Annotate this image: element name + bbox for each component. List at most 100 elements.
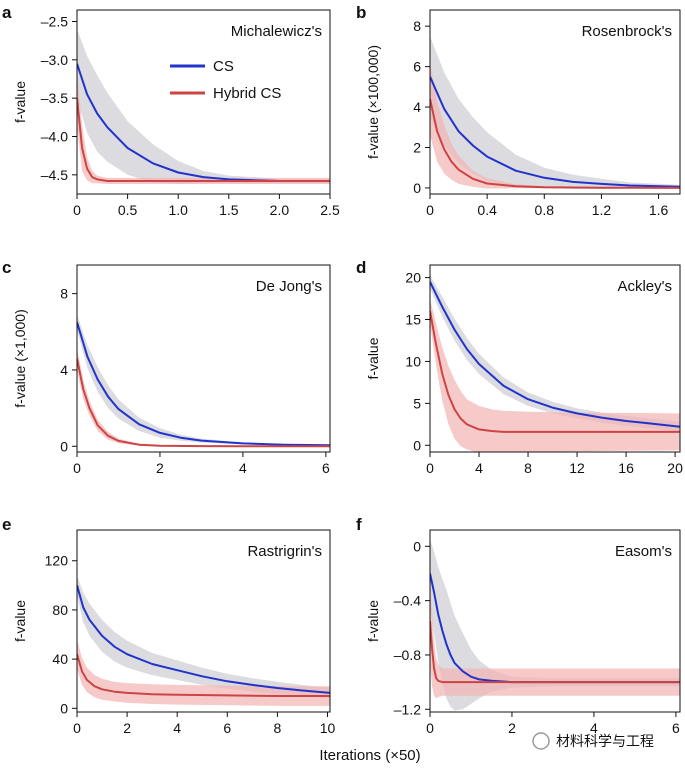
x-tick-label: 20 [667,460,683,476]
hybrid-cs-band [430,580,680,699]
hybrid-cs-line [77,358,330,448]
x-tick-label: 16 [618,460,634,476]
plot-area [77,314,330,448]
y-tick-label: 8 [60,286,68,302]
y-tick-label: 120 [45,553,69,569]
plot-frame [76,529,331,713]
x-tick-label: 0 [426,460,434,476]
x-tick-label: 0.5 [118,202,138,218]
y-tick-label: 40 [52,651,68,667]
y-tick-label: –2.5 [41,14,68,30]
hybrid-cs-line [77,98,330,182]
x-tick-label: 4 [173,720,181,736]
y-tick-label: 20 [405,270,421,286]
hybrid-cs-band [77,639,330,706]
x-tick-label: 0 [73,460,81,476]
hybrid-cs-line [430,98,680,189]
y-axis-label: f-value (×100,000) [365,45,381,159]
plot-frame [76,264,331,453]
y-tick-label: –3.0 [41,52,68,68]
plot-frame [76,9,331,195]
plot-frame [429,9,681,195]
watermark-icon [532,732,550,750]
hybrid-cs-band [430,298,680,452]
x-axis-label: Iterations (×50) [319,747,420,764]
cs-line [77,585,330,694]
y-tick-label: –4.5 [41,167,68,183]
y-axis-label: f-value (×1,000) [12,309,28,407]
panel-title: Easom's [615,543,672,560]
plot-frame [429,264,681,453]
x-tick-label: 2 [123,720,131,736]
panel-a: 0 0.5 1.0 1.5 2.0 2.5 –4.5 –4.0 –3.5 –3.0 –2.5 f-va… [2,3,340,218]
legend: CS Hybrid CS [170,58,281,102]
x-tick-label: 4 [590,720,598,736]
panel-title: De Jong's [256,278,322,295]
hybrid-cs-line [77,653,330,697]
y-tick-label: –0.4 [394,593,421,609]
y-axis-label: f-value [12,81,28,123]
y-axis-label: f-value [365,600,381,642]
y-tick-label: 2 [413,139,421,155]
y-tick-label: 0 [413,437,421,453]
x-tick-label: 4 [239,460,247,476]
x-tick-label: 0.8 [535,202,555,218]
panel-title: Michalewicz's [231,23,322,40]
plot-area [77,29,330,185]
panel-letter: e [2,515,11,534]
y-axis-label: f-value [365,337,381,379]
y-tick-label: 0 [60,700,68,716]
x-tick-label: 4 [475,460,483,476]
x-tick-label: 0 [73,202,81,218]
plot-area [430,275,680,452]
panel-letter: d [356,258,366,277]
x-tick-label: 8 [273,720,281,736]
panel-letter: a [2,3,12,22]
x-tick-label: 0 [426,202,434,218]
y-tick-label: 80 [52,602,68,618]
panel-letter: c [2,258,11,277]
legend-hybrid-label: Hybrid CS [213,85,281,102]
y-tick-label: –4.0 [41,129,68,145]
panel-e: 0 2 4 6 8 10 0 40 80 120 f-value Rastrigrin's e [2,515,335,736]
panel-title: Rastrigrin's [247,543,322,560]
y-tick-label: 4 [413,99,421,115]
x-tick-label: 1.5 [219,202,239,218]
y-tick-label: 0 [60,438,68,454]
x-tick-label: 0 [426,720,434,736]
x-tick-label: 1.6 [649,202,669,218]
panel-c: 0 2 4 6 0 4 8 f-value (×1,000) De Jong's c [2,258,331,476]
y-tick-label: 8 [413,18,421,34]
cs-line [430,281,680,428]
x-tick-label: 1.2 [592,202,612,218]
cs-band [430,36,680,189]
cs-band [77,575,330,698]
y-tick-label: 0 [413,538,421,554]
x-tick-label: 2.5 [320,202,340,218]
panel-title: Ackley's [617,278,672,295]
x-tick-label: 12 [569,460,585,476]
cs-line [77,321,330,447]
legend-cs-label: CS [213,58,234,75]
y-tick-label: –0.8 [394,647,421,663]
plot-area [430,36,680,189]
cs-band [77,314,330,446]
x-tick-label: 10 [320,720,336,736]
y-tick-label: 5 [413,395,421,411]
y-tick-label: –3.5 [41,90,68,106]
hybrid-cs-line [430,310,680,433]
y-tick-label: 4 [60,362,68,378]
x-tick-label: 6 [223,720,231,736]
y-tick-label: 15 [405,312,421,328]
y-tick-label: 10 [405,353,421,369]
panel-title: Rosenbrock's [582,23,672,40]
hybrid-cs-line [430,620,680,684]
panel-letter: b [356,3,366,22]
cs-band [77,29,330,185]
plot-area [77,575,330,706]
watermark: 材料科学与工程 [556,733,654,749]
x-tick-label: 2 [156,460,164,476]
cs-line [77,63,330,182]
x-tick-label: 6 [672,720,680,736]
